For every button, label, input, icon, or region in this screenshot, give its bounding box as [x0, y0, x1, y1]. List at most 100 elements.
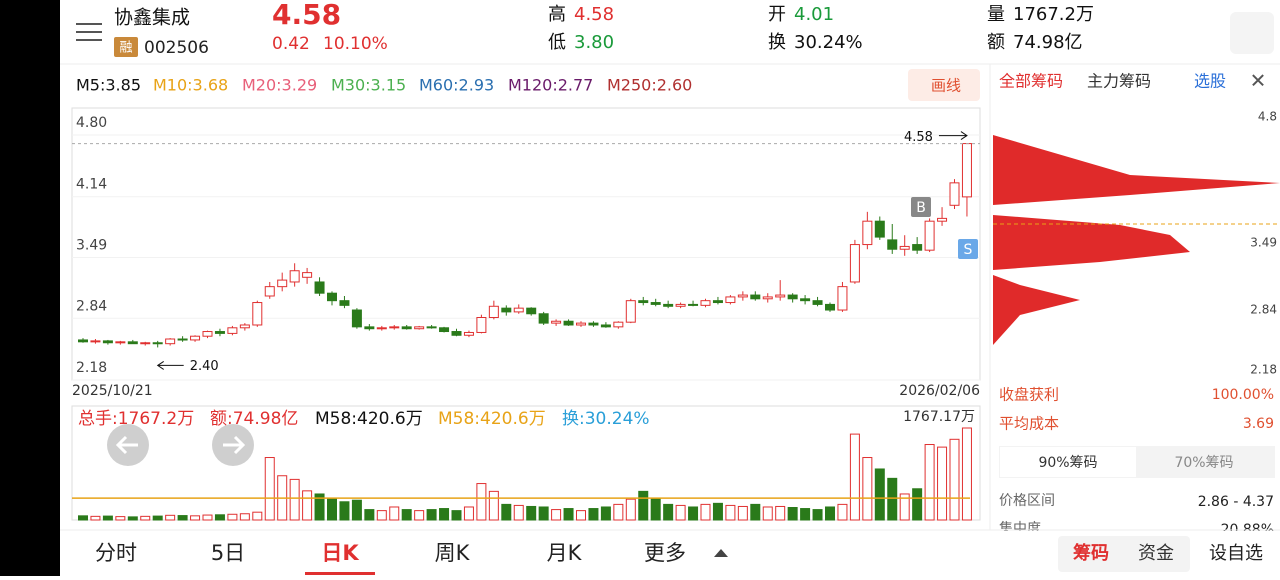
phone-button[interactable]: [1230, 12, 1274, 54]
range-value: 2.86 - 4.37: [1198, 494, 1274, 510]
chip-button-active[interactable]: [1000, 447, 1136, 477]
stat-value: 74.98亿: [1013, 32, 1083, 53]
volume-legend: M58:420.6万: [315, 409, 423, 429]
candle-body: [389, 326, 400, 329]
chip-tab[interactable]: 全部筹码: [999, 72, 1063, 91]
draw-label: 画线: [931, 77, 961, 95]
candle-body: [277, 279, 288, 288]
candle-body: [227, 327, 238, 334]
y-tick-label: 2.84: [76, 298, 107, 314]
volume-bar: [712, 502, 723, 521]
candle-body: [837, 286, 848, 311]
volume-bar: [439, 508, 450, 521]
candle-body: [401, 326, 412, 330]
kline-frame: [71, 107, 981, 381]
volume-bar: [688, 506, 699, 521]
chip-tab[interactable]: 选股: [1194, 72, 1226, 91]
candle-body: [600, 324, 611, 328]
chip-distribution: [993, 135, 1280, 345]
volume-bar: [551, 509, 562, 521]
candle-body: [451, 331, 462, 336]
volume-top-label: 1767.17万: [903, 409, 975, 425]
candle-body: [961, 143, 972, 198]
volume-bar: [787, 507, 798, 521]
menu-icon[interactable]: [76, 23, 102, 41]
volume-bar: [513, 504, 524, 521]
candle-body: [551, 320, 562, 324]
candle-body: [937, 217, 948, 222]
tab[interactable]: 更多: [644, 541, 686, 565]
candle-body: [737, 294, 748, 298]
stat-label: 高: [548, 4, 566, 25]
tab[interactable]: 日K: [321, 541, 359, 565]
volume-bar: [501, 503, 512, 521]
change: 0.42: [272, 34, 310, 54]
volume-bar: [314, 493, 325, 521]
volume-legend: 额:74.98亿: [210, 409, 298, 429]
volume-bar: [737, 505, 748, 521]
volume-bar: [351, 499, 362, 521]
volume-bar: [949, 438, 960, 521]
volume-bar: [563, 508, 574, 521]
candle-body: [912, 244, 923, 251]
volume-bar: [364, 509, 375, 521]
candle-body: [78, 339, 88, 343]
volume-bar: [538, 506, 549, 521]
candle-body: [339, 300, 350, 306]
volume-bar: [924, 444, 935, 521]
tab[interactable]: 月K: [547, 541, 583, 565]
ma-legend: M20:3.29: [242, 76, 317, 95]
candle-body: [899, 245, 910, 250]
volume-bar: [214, 514, 225, 521]
candle-body: [675, 303, 686, 307]
volume-bar: [264, 457, 275, 521]
right-tab[interactable]: 筹码: [1073, 542, 1109, 564]
volume-bar: [700, 503, 711, 521]
right-tab[interactable]: 资金: [1138, 543, 1174, 564]
right-tab[interactable]: 设自选: [1209, 543, 1263, 564]
volume-bar: [190, 515, 201, 521]
chip-axis-label: 2.84: [1250, 303, 1277, 317]
chip-axis-label: 2.18: [1250, 363, 1277, 377]
volume-bar: [887, 477, 898, 521]
pct: 10.10%: [323, 34, 388, 54]
candle-body: [364, 326, 375, 330]
volume-bar: [401, 509, 412, 521]
ma-legend: M60:2.93: [419, 76, 494, 95]
stat-label: 量: [987, 4, 1005, 25]
stat-label: 开: [768, 4, 786, 25]
volume-bar: [812, 509, 823, 521]
candle-body: [688, 303, 699, 306]
candle-body: [115, 341, 126, 344]
volume-bar: [140, 515, 151, 521]
prev-icon: [115, 435, 138, 455]
close-icon[interactable]: ✕: [1250, 69, 1267, 93]
candle-body: [152, 342, 163, 345]
volume-bar: [526, 505, 537, 521]
high-label: 4.58: [904, 130, 933, 145]
chip-button[interactable]: 70%筹码: [1174, 454, 1233, 471]
volume-legend: M58:420.6万: [438, 409, 546, 429]
tab[interactable]: 5日: [211, 541, 245, 565]
high-arrow: [938, 131, 968, 140]
candle-body: [563, 320, 574, 326]
stock-name: 协鑫集成: [114, 7, 190, 29]
chip-tab[interactable]: 主力筹码: [1087, 72, 1151, 91]
volume-bar: [862, 457, 873, 521]
volume-bar: [376, 510, 387, 521]
candle-body: [625, 300, 636, 323]
volume-bar: [115, 516, 126, 521]
volume-bar: [239, 513, 250, 521]
end-date: 2026/02/06: [899, 383, 980, 399]
stat-label: 额: [987, 32, 1005, 53]
volume-bar: [389, 506, 400, 521]
candle-body: [302, 272, 313, 278]
candle-body: [887, 239, 898, 250]
tab[interactable]: 分时: [95, 541, 137, 565]
tab[interactable]: 周K: [435, 541, 471, 565]
candle-body: [526, 307, 537, 315]
volume-bar: [725, 504, 736, 521]
draw-button[interactable]: [908, 69, 980, 101]
next-icon: [223, 435, 246, 455]
